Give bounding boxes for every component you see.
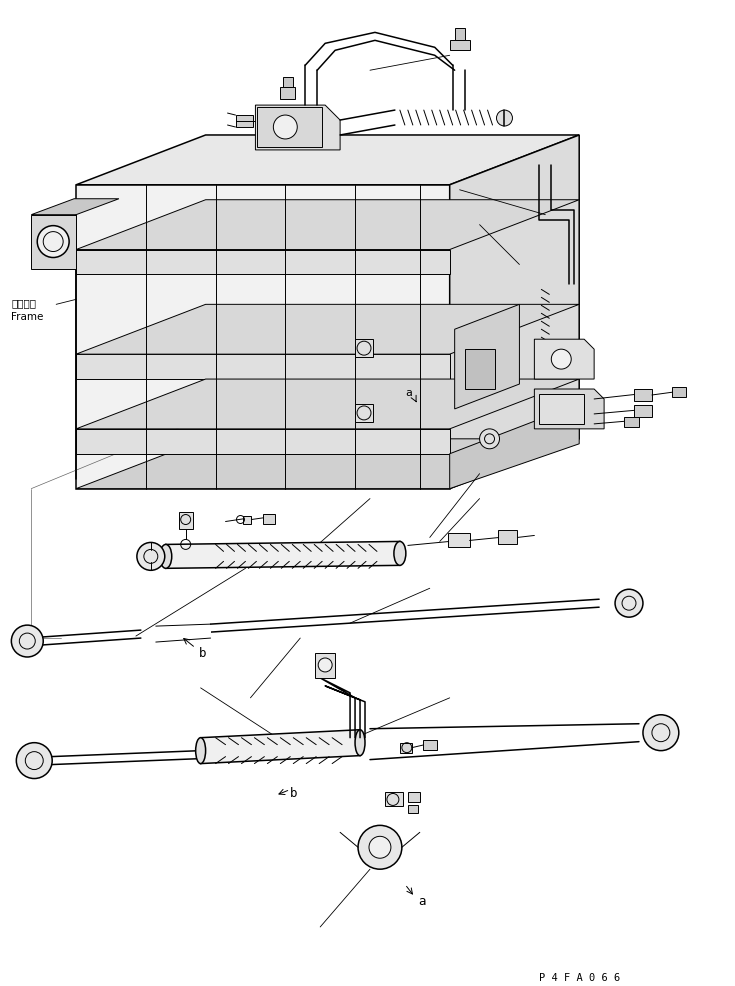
Polygon shape	[76, 305, 579, 355]
Text: b: b	[198, 647, 206, 660]
Bar	[243, 516, 251, 524]
Bar	[385, 793, 403, 807]
Circle shape	[551, 350, 571, 370]
Ellipse shape	[355, 730, 365, 756]
Polygon shape	[76, 355, 450, 380]
Text: フレーム: フレーム	[11, 298, 36, 308]
Bar	[450, 41, 470, 51]
Bar	[634, 405, 652, 417]
Polygon shape	[450, 404, 579, 489]
Bar	[263, 514, 276, 524]
Polygon shape	[166, 542, 400, 569]
Circle shape	[37, 227, 69, 258]
Polygon shape	[534, 340, 594, 380]
Bar	[355, 340, 373, 358]
Text: a: a	[405, 387, 412, 397]
Polygon shape	[76, 430, 450, 455]
Polygon shape	[256, 106, 340, 151]
Bar	[283, 78, 293, 88]
Ellipse shape	[196, 738, 206, 764]
Circle shape	[643, 715, 679, 751]
Bar	[634, 389, 652, 401]
Polygon shape	[76, 380, 579, 430]
Polygon shape	[76, 250, 450, 275]
Bar	[498, 530, 517, 545]
Bar	[539, 394, 584, 424]
Bar	[408, 806, 417, 813]
Circle shape	[497, 111, 512, 127]
Ellipse shape	[394, 542, 406, 566]
Bar	[400, 742, 412, 753]
Bar	[235, 116, 254, 128]
Polygon shape	[32, 199, 119, 216]
Ellipse shape	[159, 545, 172, 569]
Bar	[315, 654, 335, 678]
Polygon shape	[76, 136, 579, 185]
Polygon shape	[534, 389, 604, 430]
Polygon shape	[455, 305, 520, 409]
Circle shape	[369, 836, 391, 859]
Polygon shape	[76, 200, 579, 250]
Bar	[624, 417, 639, 428]
Text: Frame: Frame	[11, 312, 43, 322]
Polygon shape	[32, 216, 76, 270]
Bar	[455, 30, 465, 41]
Circle shape	[358, 825, 402, 870]
Bar	[280, 88, 295, 100]
Bar	[355, 404, 373, 422]
Bar	[448, 534, 470, 548]
Circle shape	[318, 659, 332, 672]
Text: b: b	[290, 786, 298, 799]
Bar	[672, 387, 686, 397]
Text: P 4 F A 0 6 6: P 4 F A 0 6 6	[539, 972, 620, 982]
Bar	[179, 512, 193, 529]
Circle shape	[615, 590, 643, 617]
Polygon shape	[465, 350, 495, 389]
Circle shape	[273, 116, 297, 140]
Bar	[423, 740, 437, 750]
Circle shape	[16, 742, 52, 779]
Text: a: a	[417, 894, 426, 907]
Circle shape	[479, 430, 500, 450]
Circle shape	[137, 543, 165, 571]
Polygon shape	[76, 185, 450, 489]
Bar	[156, 626, 211, 643]
Bar	[408, 793, 420, 803]
Bar	[257, 108, 322, 148]
Polygon shape	[76, 440, 579, 489]
Circle shape	[11, 625, 43, 658]
Polygon shape	[450, 136, 579, 489]
Polygon shape	[201, 730, 360, 764]
